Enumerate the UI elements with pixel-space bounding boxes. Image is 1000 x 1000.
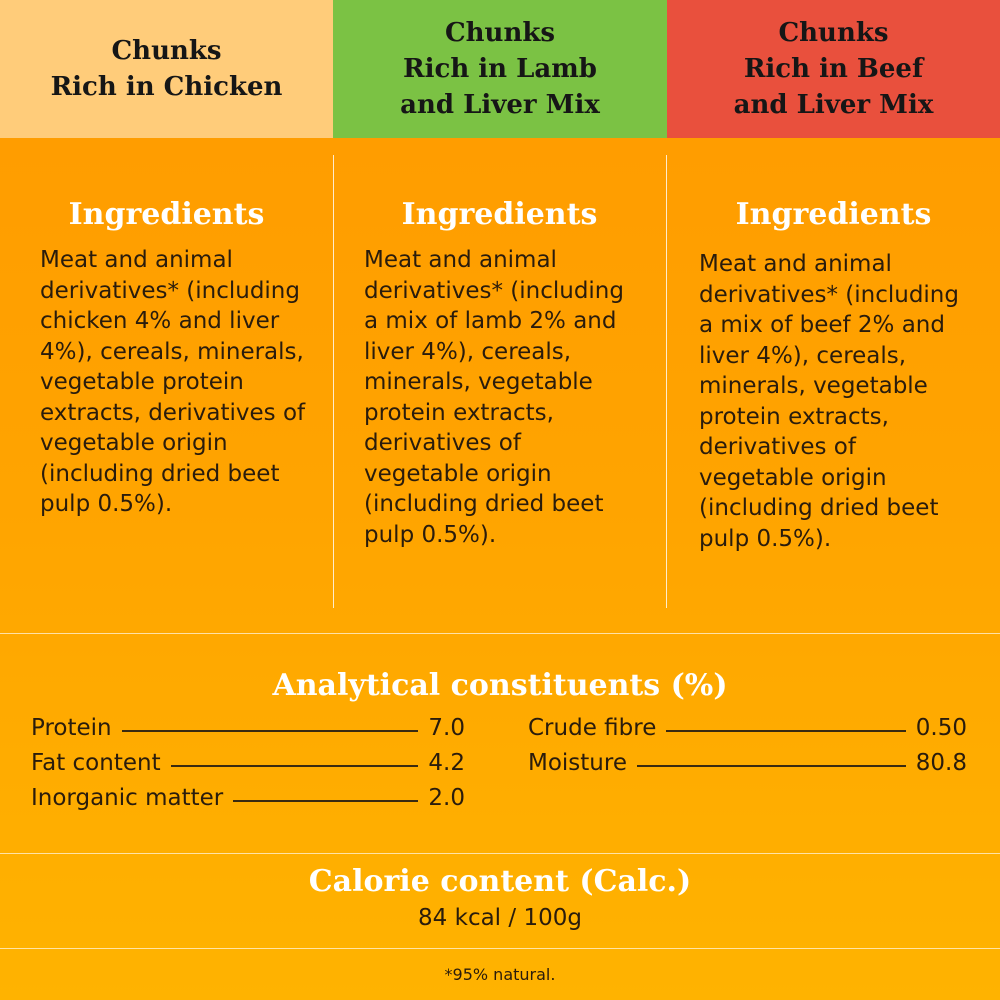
leader-line — [170, 765, 419, 767]
header-lamb-title: Chunks Rich in Lamb and Liver Mix — [400, 18, 600, 120]
constituent-label: Inorganic matter — [31, 785, 224, 811]
constituent-value: 7.0 — [428, 715, 465, 741]
section-divider — [0, 948, 1000, 949]
constituent-row-protein: Protein 7.0 — [31, 715, 465, 747]
section-divider — [0, 853, 1000, 854]
header-chicken-title: Chunks Rich in Chicken — [50, 36, 283, 102]
ingredients-text-beef: Meat and animal derivatives* (including … — [699, 251, 959, 552]
leader-line — [637, 765, 906, 767]
header-beef: Chunks Rich in Beef and Liver Mix — [667, 0, 1000, 138]
constituent-value: 2.0 — [428, 785, 465, 811]
calorie-value: 84 kcal / 100g — [418, 905, 582, 931]
constituent-label: Crude fibre — [528, 715, 657, 741]
analytical-title: Analytical constituents (%) — [272, 668, 728, 703]
ingredients-text-lamb: Meat and animal derivatives* (including … — [364, 247, 624, 548]
constituent-label: Protein — [31, 715, 112, 741]
constituent-row-fat: Fat content 4.2 — [31, 750, 465, 782]
leader-line — [121, 730, 419, 732]
constituent-label: Moisture — [528, 750, 627, 776]
constituent-row-fibre: Crude fibre 0.50 — [528, 715, 967, 747]
leader-line — [666, 730, 906, 732]
footnote: *95% natural. — [444, 965, 556, 984]
header-beef-title: Chunks Rich in Beef and Liver Mix — [733, 18, 934, 120]
ingredients-heading-lamb: Ingredients — [401, 197, 598, 232]
header-lamb: Chunks Rich in Lamb and Liver Mix — [333, 0, 667, 138]
constituent-value: 4.2 — [428, 750, 465, 776]
ingredients-heading-beef: Ingredients — [735, 197, 932, 232]
ingredients-text-chicken: Meat and animal derivatives* (including … — [40, 247, 306, 517]
constituent-row-inorganic: Inorganic matter 2.0 — [31, 785, 465, 817]
constituent-value: 80.8 — [915, 750, 967, 776]
section-divider — [0, 633, 1000, 634]
ingredients-heading-chicken: Ingredients — [68, 197, 265, 232]
constituent-row-moisture: Moisture 80.8 — [528, 750, 967, 782]
constituent-value: 0.50 — [915, 715, 967, 741]
column-divider — [333, 155, 334, 608]
calorie-title: Calorie content (Calc.) — [308, 864, 692, 899]
column-divider — [666, 155, 667, 608]
leader-line — [233, 800, 419, 802]
constituent-label: Fat content — [31, 750, 161, 776]
header-chicken: Chunks Rich in Chicken — [0, 0, 333, 138]
